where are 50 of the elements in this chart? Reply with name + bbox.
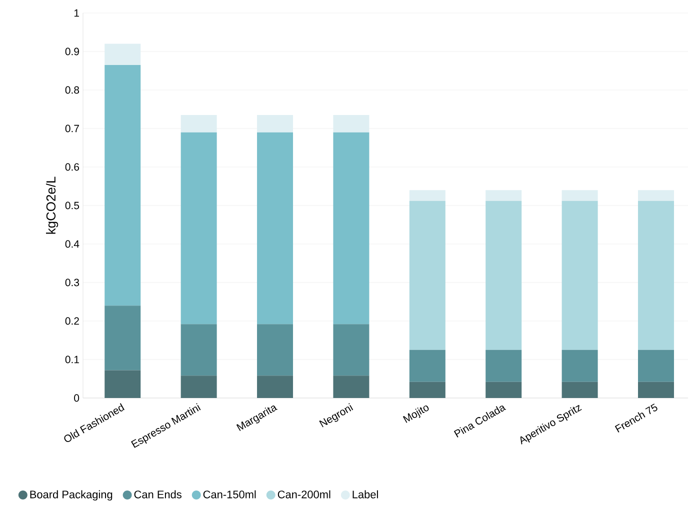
y-tick-label: 0.4 <box>65 240 80 248</box>
bar <box>486 190 522 201</box>
bar <box>180 132 217 324</box>
y-tick-label: 0.7 <box>65 124 79 132</box>
bar <box>486 350 522 382</box>
bar <box>104 370 141 398</box>
legend-label: Can Ends <box>134 490 182 498</box>
bar <box>333 376 370 398</box>
bar <box>638 382 674 398</box>
legend-label: Can-200ml <box>278 490 330 498</box>
y-axis-title: kgCO2e/L <box>46 176 58 234</box>
y-tick-label: 1 <box>74 9 79 17</box>
x-tick-label: Mojito <box>402 406 429 423</box>
y-tick-label: 0.5 <box>65 202 80 210</box>
y-tick-label: 0.9 <box>65 48 79 56</box>
bar <box>104 306 141 370</box>
bar <box>180 115 217 132</box>
legend-label: Label <box>352 490 378 498</box>
bar <box>257 324 294 376</box>
bar <box>257 376 294 398</box>
legend-label: Can-150ml <box>203 490 256 498</box>
bar <box>409 190 446 201</box>
bar <box>409 382 446 398</box>
bar <box>562 200 598 350</box>
y-tick-label: 0.8 <box>65 86 80 94</box>
bar <box>638 350 674 382</box>
bar <box>180 324 217 376</box>
bar <box>562 190 598 201</box>
y-tick-label: 0.3 <box>65 278 80 286</box>
bar <box>638 200 674 350</box>
bar <box>333 115 370 132</box>
bar <box>409 350 446 382</box>
legend-label: Board Packaging <box>30 490 112 501</box>
bar <box>333 324 370 376</box>
y-tick-label: 0.2 <box>65 317 79 325</box>
bar <box>562 350 598 382</box>
bar <box>562 382 598 398</box>
bar <box>104 44 141 65</box>
bar <box>486 200 522 350</box>
bar <box>486 382 522 398</box>
y-tick-label: 0.1 <box>65 356 79 364</box>
bar <box>104 64 141 306</box>
bar <box>409 200 446 350</box>
bar <box>257 115 294 132</box>
y-tick-label: 0 <box>74 394 80 402</box>
bar <box>638 190 674 201</box>
bar <box>333 132 370 324</box>
bar <box>180 376 217 398</box>
y-tick-label: 0.6 <box>65 163 80 171</box>
bar <box>257 132 294 324</box>
